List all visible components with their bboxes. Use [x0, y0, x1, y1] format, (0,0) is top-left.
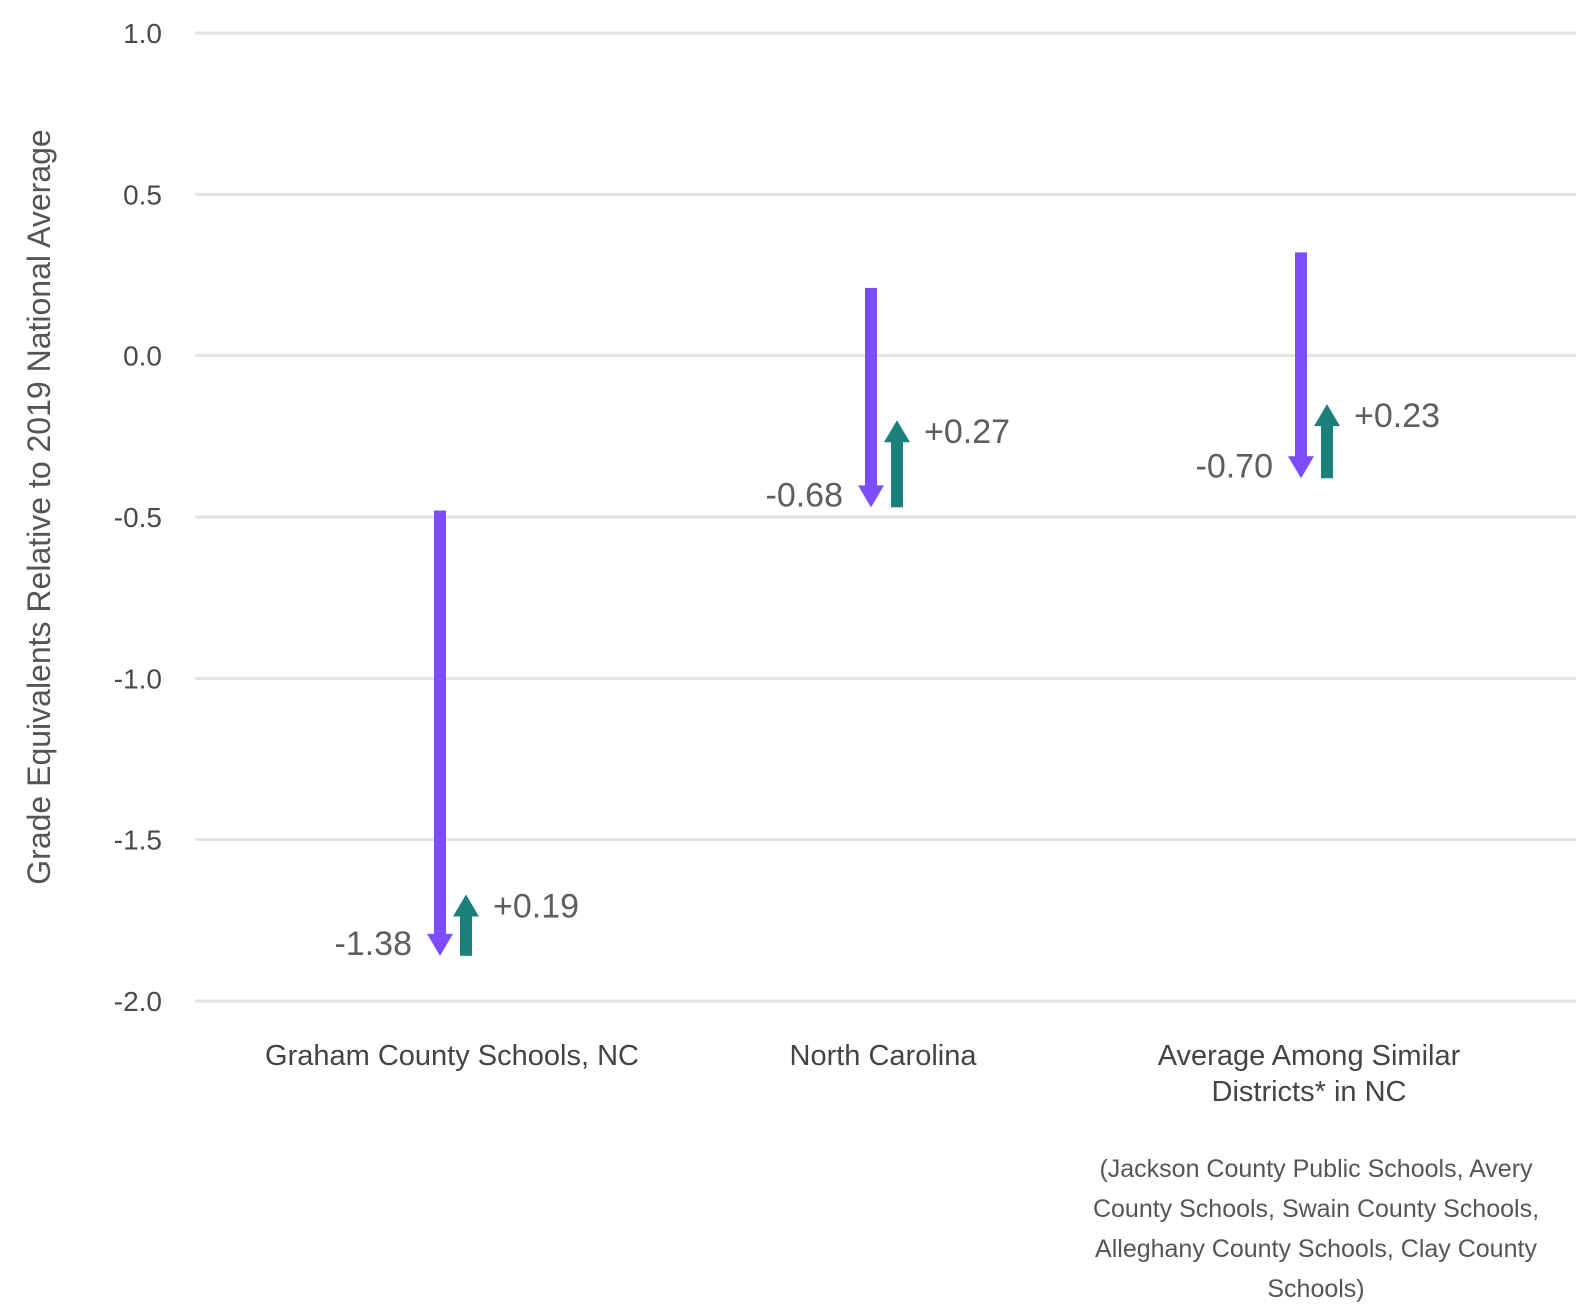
category-note: Alleghany County Schools, Clay County: [1095, 1235, 1537, 1263]
y-tick-label: -0.5: [114, 502, 162, 533]
y-tick-label: -2.0: [114, 986, 162, 1017]
y-tick-label: -1.5: [114, 825, 162, 856]
decline-value-label: -0.68: [766, 476, 844, 514]
recovery-value-label: +0.23: [1354, 397, 1440, 435]
category-labels: Graham County Schools, NC North Carolina A…: [265, 1040, 1539, 1303]
y-tick-label: 1.0: [123, 18, 162, 49]
category-note: (Jackson County Public Schools, Avery: [1099, 1155, 1533, 1183]
y-tick-label: 0.5: [123, 179, 162, 210]
category-label: Average Among Similar: [1158, 1040, 1461, 1072]
recovery-arrow-shaft: [1321, 424, 1333, 479]
recovery-arrow-shaft: [460, 914, 472, 956]
decline-arrow-head: [427, 933, 453, 956]
recovery-value-label: +0.27: [924, 413, 1010, 451]
category-label: Graham County Schools, NC: [265, 1040, 639, 1072]
y-axis-ticks: 1.0 0.5 0.0 -0.5 -1.0 -1.5 -2.0: [114, 18, 162, 1017]
recovery-arrow-head: [1314, 404, 1340, 427]
decline-arrow-shaft: [865, 287, 877, 488]
category-label: North Carolina: [790, 1040, 978, 1072]
decline-arrow-shaft: [434, 510, 446, 936]
decline-arrow-head: [858, 485, 884, 508]
decline-value-label: -0.70: [1196, 447, 1274, 485]
decline-value-label: -1.38: [335, 925, 413, 963]
decline-arrow-head: [1288, 456, 1314, 479]
recovery-arrow-shaft: [891, 440, 903, 508]
recovery-arrow-head: [884, 420, 910, 443]
recovery-value-label: +0.19: [493, 888, 579, 926]
chart-marks: -1.38 +0.19 -0.68 +0.27 -0.70 +0.23: [335, 252, 1440, 963]
category-note: County Schools, Swain County Schools,: [1093, 1195, 1539, 1223]
category-label: Districts* in NC: [1212, 1076, 1407, 1108]
y-tick-label: -1.0: [114, 663, 162, 694]
gridlines: [195, 31, 1576, 1003]
y-tick-label: 0.0: [123, 341, 162, 372]
y-axis-label: Grade Equivalents Relative to 2019 Natio…: [21, 129, 57, 884]
category-note: Schools): [1267, 1275, 1364, 1303]
decline-arrow-shaft: [1295, 252, 1307, 459]
recovery-arrow-head: [453, 894, 479, 917]
